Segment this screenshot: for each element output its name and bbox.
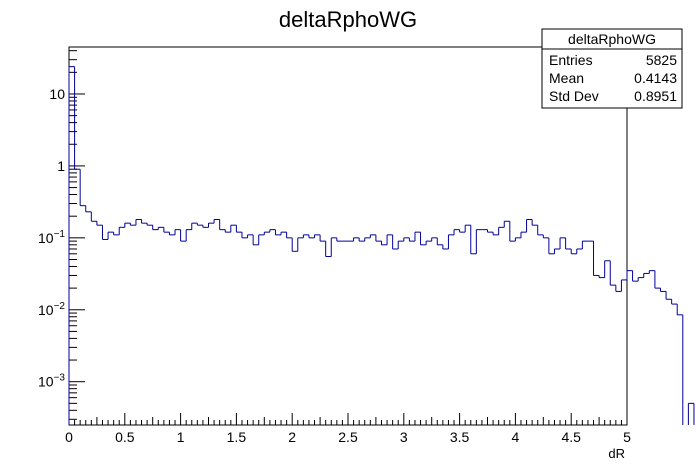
stats-entries-label: Entries [549,52,593,68]
y-tick-label: 10−1 [38,229,65,246]
x-tick-label: 0 [65,429,73,445]
y-tick-label: 10−2 [38,301,65,318]
x-tick-label: 2.5 [338,429,358,445]
y-tick-label: 10 [49,86,65,102]
x-tick-label: 4 [512,429,520,445]
histogram-bins [68,66,695,425]
x-axis-title: dR [608,446,625,461]
stats-entries-value: 5825 [646,52,677,68]
stats-box: deltaRphoWG Entries 5825 Mean 0.4143 Std… [541,28,683,109]
axis-ticks [68,50,628,425]
stats-title: deltaRphoWG [568,31,656,47]
x-tick-label: 5 [623,429,631,445]
stats-mean-label: Mean [549,70,584,86]
y-tick-label: 10−3 [38,373,65,390]
x-tick-label: 1 [177,429,185,445]
y-tick-labels: 10−3 10−2 10−1 1 10 [38,86,65,390]
x-tick-label: 4.5 [561,429,581,445]
x-tick-labels: 0 0.5 1 1.5 2 2.5 3 3.5 4 4.5 5 [65,429,631,445]
x-tick-label: 1.5 [227,429,247,445]
stats-mean-value: 0.4143 [634,70,677,86]
x-tick-label: 2 [288,429,296,445]
x-tick-label: 3 [400,429,408,445]
x-tick-label: 0.5 [115,429,135,445]
x-tick-label: 3.5 [450,429,470,445]
y-tick-label: 1 [57,158,65,174]
chart-title: deltaRphoWG [279,7,417,32]
stats-box-border [541,28,683,109]
stats-stddev-value: 0.8951 [634,88,677,104]
stats-stddev-label: Std Dev [549,88,599,104]
